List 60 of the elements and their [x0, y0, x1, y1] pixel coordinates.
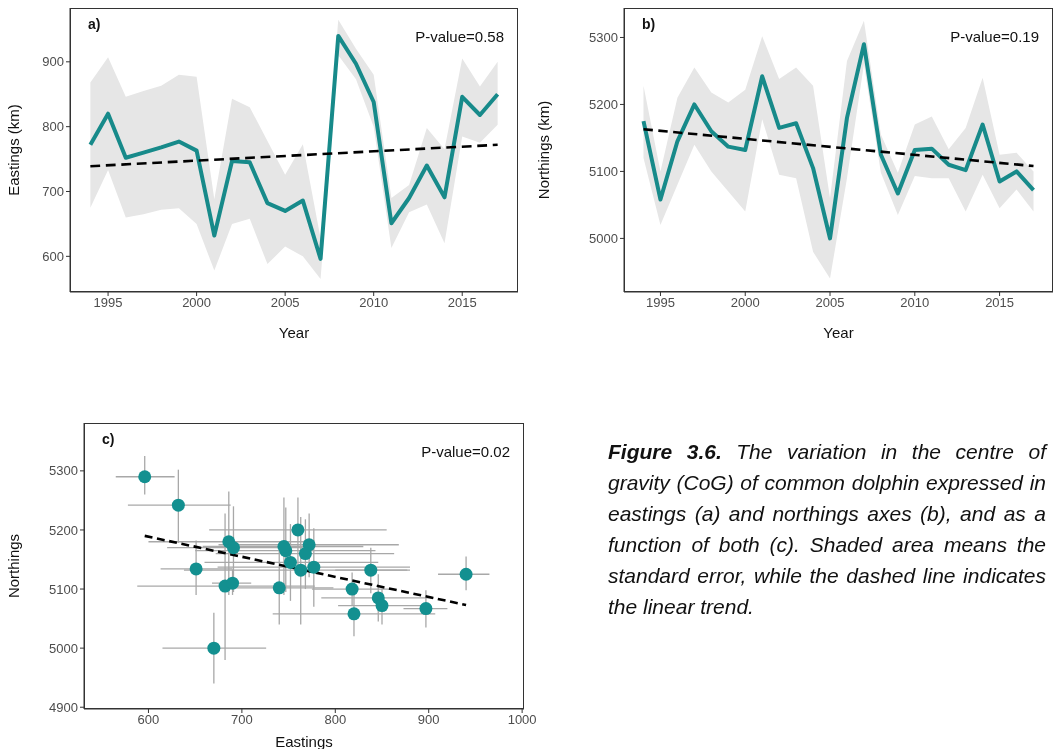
point	[307, 560, 321, 574]
point	[419, 602, 433, 616]
x-tick-label: 800	[324, 712, 347, 728]
x-tick-label: 2015	[447, 295, 477, 311]
x-tick-label: 1000	[507, 712, 537, 728]
y-tick-label: 800	[42, 119, 64, 135]
y-tick-label: 5200	[589, 97, 618, 113]
x-tick-label: 900	[417, 712, 440, 728]
y-tick-label: 5100	[589, 164, 618, 180]
y-axis-title: Eastings (km)	[5, 104, 23, 196]
annotation: a)	[88, 16, 101, 32]
x-tick-label: 2005	[815, 295, 845, 311]
point	[364, 563, 378, 577]
line-series	[641, 42, 1036, 241]
y-axis-title: Northings	[5, 533, 23, 599]
y-tick-label: 5100	[49, 581, 78, 597]
caption: Figure 3.6. The variation in the centre of gravity (CoG) of common dolphin expressed in eastings (a) and northings axes (b), and as a function of both (c). Shaded area means the standard error, while the dashed line indicates the linear trend.	[608, 440, 1046, 618]
x-tick-label: 2010	[900, 295, 930, 311]
point	[189, 562, 203, 576]
y-tick-label: 5000	[49, 640, 78, 656]
y-tick-label: 700	[42, 184, 64, 200]
x-tick-label: 2005	[270, 295, 300, 311]
x-tick-label: 2010	[359, 295, 389, 311]
x-tick-label: 600	[137, 712, 160, 728]
point	[459, 567, 473, 581]
x-tick-label: 1995	[646, 295, 675, 311]
point	[345, 582, 359, 596]
x-tick-label: 2000	[182, 295, 212, 311]
point	[207, 641, 221, 655]
point	[291, 523, 305, 537]
annotation: c)	[102, 431, 115, 447]
x-tick-label: 1995	[93, 295, 123, 311]
point	[294, 563, 308, 577]
point	[226, 541, 240, 555]
y-tick-label: 4900	[49, 699, 78, 715]
y-tick-label: 900	[42, 54, 64, 70]
point	[347, 607, 361, 621]
y-axis-title: Northings (km)	[535, 100, 553, 200]
x-tick-label: 2000	[730, 295, 760, 311]
annotation: b)	[642, 16, 656, 32]
annotation: P-value=0.58	[415, 28, 504, 45]
point	[298, 547, 312, 561]
y-tick-label: 5300	[589, 30, 618, 46]
y-tick-label: 600	[42, 248, 64, 264]
point	[375, 599, 389, 613]
y-tick-label: 5300	[49, 463, 78, 479]
point	[277, 540, 291, 553]
point	[283, 555, 297, 569]
point	[138, 470, 152, 484]
x-tick-label: 2015	[985, 295, 1015, 311]
point	[171, 498, 185, 512]
y-tick-label: 5000	[589, 231, 618, 247]
annotation: P-value=0.19	[950, 28, 1039, 45]
point	[226, 576, 240, 590]
x-axis-title: Year	[278, 324, 310, 341]
x-axis-title: Year	[823, 324, 854, 341]
point	[272, 581, 286, 595]
x-tick-label: 700	[231, 712, 253, 728]
annotation: P-value=0.02	[421, 443, 510, 460]
y-tick-label: 5200	[49, 522, 78, 538]
